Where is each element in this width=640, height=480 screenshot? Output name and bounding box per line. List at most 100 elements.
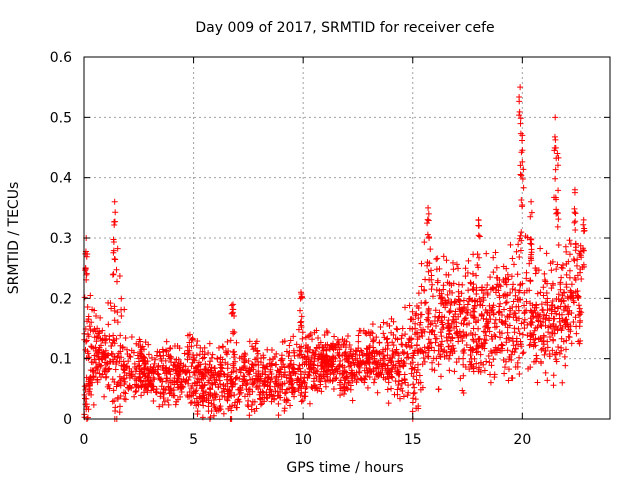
data-point xyxy=(433,266,440,273)
data-point xyxy=(81,391,88,398)
data-point xyxy=(408,335,415,342)
data-point xyxy=(223,376,230,383)
data-point xyxy=(519,331,526,338)
data-point xyxy=(117,332,124,339)
data-point xyxy=(101,393,108,400)
data-point xyxy=(518,149,525,156)
data-point xyxy=(341,364,348,371)
data-point xyxy=(516,112,523,119)
data-point xyxy=(296,351,303,358)
data-point xyxy=(502,299,509,306)
data-point xyxy=(339,336,346,343)
data-point xyxy=(198,373,205,380)
data-point xyxy=(490,310,497,317)
data-point xyxy=(463,309,470,316)
data-point xyxy=(231,391,238,398)
data-point xyxy=(490,269,497,276)
data-point xyxy=(468,347,475,354)
data-point xyxy=(527,364,534,371)
data-point xyxy=(501,306,508,313)
data-point xyxy=(232,375,239,382)
data-point xyxy=(530,343,537,350)
data-point xyxy=(393,325,400,332)
data-point xyxy=(547,260,554,267)
data-point xyxy=(221,388,228,395)
data-point xyxy=(460,372,467,379)
data-point xyxy=(186,373,193,380)
data-point xyxy=(425,268,432,275)
data-point xyxy=(319,350,326,357)
data-point xyxy=(554,162,561,169)
data-point xyxy=(116,403,123,410)
data-point xyxy=(303,383,310,390)
data-point xyxy=(429,366,436,373)
data-point xyxy=(293,341,300,348)
data-point xyxy=(527,307,534,314)
data-point xyxy=(432,307,439,314)
data-point xyxy=(299,380,306,387)
data-point xyxy=(337,357,344,364)
data-point xyxy=(527,236,534,243)
data-point xyxy=(493,323,500,330)
data-point xyxy=(457,375,464,382)
data-point xyxy=(85,333,92,340)
data-point xyxy=(281,390,288,397)
data-point xyxy=(440,286,447,293)
data-point xyxy=(473,272,480,279)
data-point xyxy=(436,287,443,294)
data-point xyxy=(421,239,428,246)
data-point xyxy=(178,378,185,385)
data-point xyxy=(299,397,306,404)
data-point xyxy=(93,312,100,319)
data-point xyxy=(139,357,146,364)
data-point xyxy=(487,274,494,281)
data-point xyxy=(551,308,558,315)
data-point xyxy=(348,353,355,360)
data-point xyxy=(518,196,525,203)
data-point xyxy=(268,346,275,353)
data-point xyxy=(438,373,445,380)
data-point xyxy=(426,235,433,242)
data-point xyxy=(491,371,498,378)
data-point xyxy=(475,216,482,223)
data-point xyxy=(82,386,89,393)
data-point xyxy=(558,311,565,318)
data-point xyxy=(195,401,202,408)
data-point xyxy=(446,331,453,338)
data-point xyxy=(383,336,390,343)
data-point xyxy=(243,386,250,393)
data-point xyxy=(230,354,237,361)
data-point xyxy=(189,382,196,389)
data-point xyxy=(561,353,568,360)
data-point xyxy=(333,366,340,373)
data-point xyxy=(257,395,264,402)
data-point xyxy=(465,257,472,264)
data-point xyxy=(110,332,117,339)
data-point xyxy=(489,284,496,291)
data-point xyxy=(206,340,213,347)
data-point xyxy=(121,395,128,402)
data-point xyxy=(238,353,245,360)
data-point xyxy=(563,337,570,344)
data-point xyxy=(315,334,322,341)
data-point xyxy=(93,338,100,345)
data-point xyxy=(415,305,422,312)
data-point xyxy=(474,251,481,258)
data-point xyxy=(179,366,186,373)
data-point xyxy=(317,339,324,346)
data-point xyxy=(267,378,274,385)
data-point xyxy=(446,288,453,295)
data-point xyxy=(417,319,424,326)
data-point xyxy=(434,255,441,262)
data-point xyxy=(530,336,537,343)
data-point xyxy=(420,355,427,362)
data-point xyxy=(466,295,473,302)
data-point xyxy=(188,363,195,370)
data-point xyxy=(457,298,464,305)
data-point xyxy=(214,356,221,363)
data-point xyxy=(165,401,172,408)
data-point xyxy=(87,327,94,334)
data-point xyxy=(542,347,549,354)
data-point xyxy=(191,354,198,361)
data-point xyxy=(384,320,391,327)
